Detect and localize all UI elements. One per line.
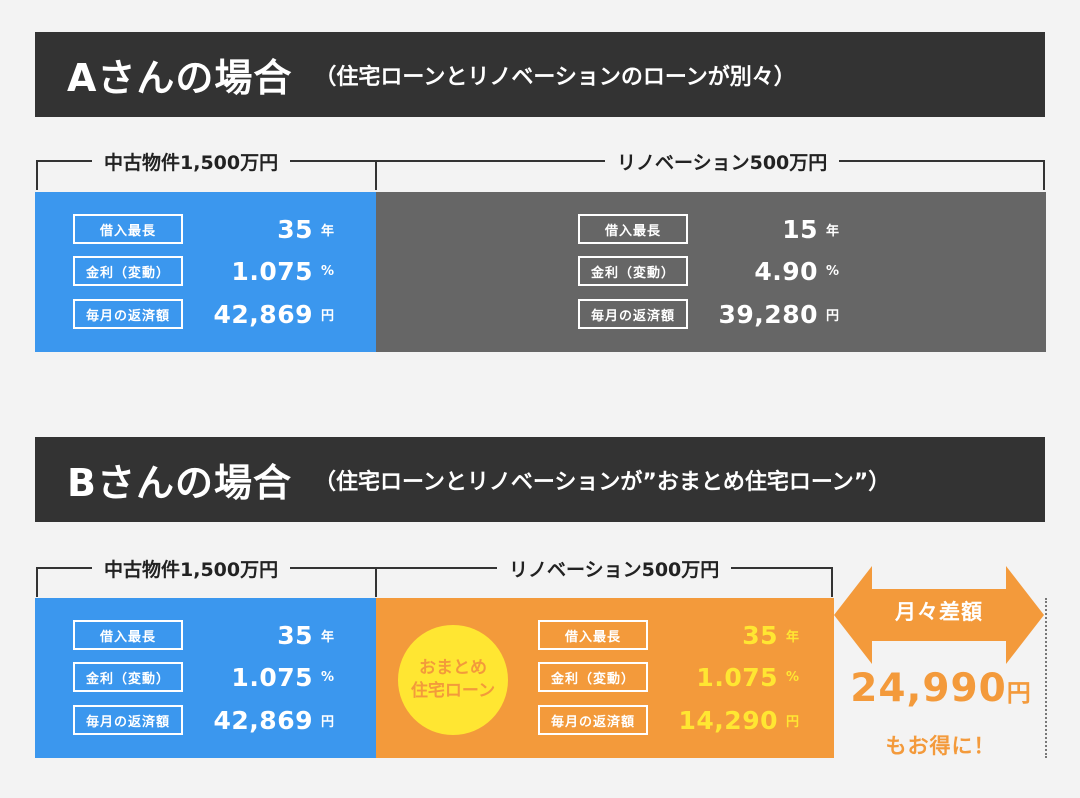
case-a-renovation-row-payment: 毎月の返済額 39,280 円 bbox=[578, 299, 846, 329]
term-unit: 年 bbox=[786, 629, 800, 645]
payment-value: 39,280 bbox=[718, 299, 818, 329]
difference-label: 月々差額 bbox=[895, 600, 983, 624]
payment-unit: 円 bbox=[321, 308, 335, 324]
term-unit: 年 bbox=[321, 223, 335, 239]
case-a-housing-row-term: 借入最長 35 年 bbox=[73, 214, 341, 244]
term-value: 35 bbox=[742, 620, 778, 650]
term-tag: 借入最長 bbox=[73, 214, 183, 244]
case-a-renovation-panel: 借入最長 15 年 金利（変動） 4.90 % 毎月の返済額 39,280 円 bbox=[376, 192, 1046, 352]
case-b-housing-label: 中古物件1,500万円 bbox=[92, 555, 291, 582]
rate-value: 1.075 bbox=[231, 662, 313, 692]
case-b-housing-row-payment: 毎月の返済額 42,869 円 bbox=[73, 705, 341, 735]
payment-value: 42,869 bbox=[213, 299, 313, 329]
case-b-housing-row-term: 借入最長 35 年 bbox=[73, 620, 341, 650]
rate-tag: 金利（変動） bbox=[578, 256, 688, 286]
rate-unit: % bbox=[786, 669, 800, 685]
difference-amount: 24,990円 bbox=[838, 666, 1043, 711]
case-b-subtitle: （住宅ローンとリノベーションが”おまとめ住宅ローン”） bbox=[313, 469, 891, 495]
term-tag: 借入最長 bbox=[73, 620, 183, 650]
case-a-header: Aさんの場合 （住宅ローンとリノベーションのローンが別々） bbox=[35, 32, 1045, 117]
case-b-renovation-panel: おまとめ 住宅ローン 借入最長 35 年 金利（変動） 1.075 % 毎月の返… bbox=[376, 598, 834, 758]
term-value: 35 bbox=[277, 620, 313, 650]
case-a-renovation-row-term: 借入最長 15 年 bbox=[578, 214, 846, 244]
case-b-renovation-label: リノベーション500万円 bbox=[497, 555, 732, 582]
case-a-subtitle: （住宅ローンとリノベーションのローンが別々） bbox=[314, 64, 796, 90]
term-unit: 年 bbox=[321, 629, 335, 645]
payment-tag: 毎月の返済額 bbox=[73, 299, 183, 329]
payment-unit: 円 bbox=[826, 308, 840, 324]
savings-note: もお得に！ bbox=[885, 734, 996, 758]
payment-value: 14,290 bbox=[678, 705, 778, 735]
case-b-housing-panel: 借入最長 35 年 金利（変動） 1.075 % 毎月の返済額 42,869 円 bbox=[35, 598, 376, 758]
case-a-renovation-bracket: リノベーション500万円 bbox=[375, 148, 1045, 190]
case-a-housing-bracket: 中古物件1,500万円 bbox=[36, 148, 377, 190]
payment-value: 42,869 bbox=[213, 705, 313, 735]
case-a-renovation-row-rate: 金利（変動） 4.90 % bbox=[578, 256, 846, 286]
omatome-loan-badge: おまとめ 住宅ローン bbox=[398, 625, 508, 735]
term-tag: 借入最長 bbox=[578, 214, 688, 244]
case-b-renovation-row-term: 借入最長 35 年 bbox=[538, 620, 806, 650]
badge-line-1: おまとめ bbox=[419, 658, 487, 679]
term-value: 15 bbox=[782, 214, 818, 244]
rate-value: 1.075 bbox=[696, 662, 778, 692]
rate-value: 4.90 bbox=[754, 256, 818, 286]
case-a-housing-row-payment: 毎月の返済額 42,869 円 bbox=[73, 299, 341, 329]
rate-tag: 金利（変動） bbox=[538, 662, 648, 692]
case-a-housing-label: 中古物件1,500万円 bbox=[92, 148, 291, 175]
case-a-title: Aさんの場合 bbox=[67, 56, 293, 100]
term-value: 35 bbox=[277, 214, 313, 244]
dotted-divider bbox=[1045, 598, 1047, 758]
rate-unit: % bbox=[321, 669, 335, 685]
case-b-renovation-bracket: リノベーション500万円 bbox=[375, 555, 833, 597]
case-a-renovation-label: リノベーション500万円 bbox=[605, 148, 840, 175]
rate-tag: 金利（変動） bbox=[73, 256, 183, 286]
payment-tag: 毎月の返済額 bbox=[538, 705, 648, 735]
term-tag: 借入最長 bbox=[538, 620, 648, 650]
difference-unit: 円 bbox=[1006, 679, 1031, 707]
rate-value: 1.075 bbox=[231, 256, 313, 286]
case-b-renovation-row-payment: 毎月の返済額 14,290 円 bbox=[538, 705, 806, 735]
rate-tag: 金利（変動） bbox=[73, 662, 183, 692]
term-unit: 年 bbox=[826, 223, 840, 239]
case-b-renovation-row-rate: 金利（変動） 1.075 % bbox=[538, 662, 806, 692]
case-b-housing-row-rate: 金利（変動） 1.075 % bbox=[73, 662, 341, 692]
rate-unit: % bbox=[321, 263, 335, 279]
case-a-housing-row-rate: 金利（変動） 1.075 % bbox=[73, 256, 341, 286]
rate-unit: % bbox=[826, 263, 840, 279]
badge-line-2: 住宅ローン bbox=[410, 681, 496, 701]
payment-tag: 毎月の返済額 bbox=[578, 299, 688, 329]
case-b-housing-bracket: 中古物件1,500万円 bbox=[36, 555, 377, 597]
payment-tag: 毎月の返済額 bbox=[73, 705, 183, 735]
double-arrow-icon bbox=[834, 566, 1044, 664]
case-b-header: Bさんの場合 （住宅ローンとリノベーションが”おまとめ住宅ローン”） bbox=[35, 437, 1045, 522]
case-a-housing-panel: 借入最長 35 年 金利（変動） 1.075 % 毎月の返済額 42,869 円 bbox=[35, 192, 376, 352]
case-b-title: Bさんの場合 bbox=[67, 461, 292, 505]
difference-value: 24,990 bbox=[850, 666, 1007, 711]
payment-unit: 円 bbox=[321, 714, 335, 730]
payment-unit: 円 bbox=[786, 714, 800, 730]
